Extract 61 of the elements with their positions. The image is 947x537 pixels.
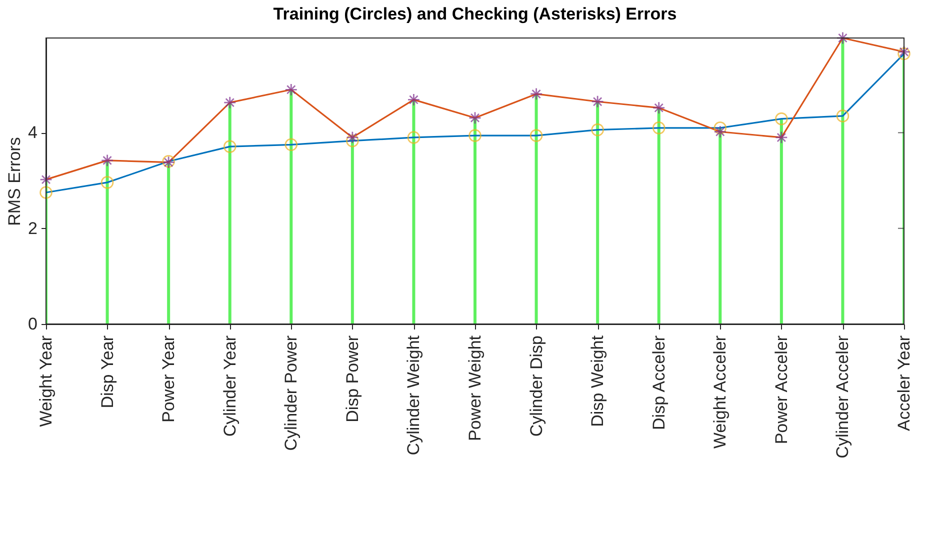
x-tick-label: Weight Acceler bbox=[710, 335, 730, 449]
point bbox=[346, 134, 359, 148]
point bbox=[530, 88, 543, 100]
point bbox=[284, 83, 298, 96]
x-tick-label: Cylinder Power bbox=[282, 335, 301, 451]
bar bbox=[780, 118, 783, 324]
bar bbox=[657, 108, 660, 324]
x-tick-label: Disp Acceler bbox=[649, 335, 668, 430]
bar bbox=[106, 160, 109, 324]
point bbox=[40, 186, 52, 199]
bar bbox=[228, 102, 232, 324]
x-tick-label: Power Weight bbox=[466, 335, 484, 442]
x-tick-label: Cylinder Disp bbox=[526, 336, 546, 437]
bar bbox=[350, 137, 354, 324]
x-tick-label: Disp Weight bbox=[588, 335, 608, 427]
bar bbox=[534, 94, 538, 324]
y-tick-label: 2 bbox=[28, 218, 38, 238]
point bbox=[836, 32, 850, 44]
bar bbox=[596, 102, 600, 324]
point bbox=[652, 101, 666, 114]
bar bbox=[290, 90, 293, 324]
point bbox=[223, 96, 236, 109]
point bbox=[591, 95, 604, 108]
point bbox=[40, 173, 52, 186]
point bbox=[407, 93, 420, 106]
point bbox=[591, 123, 604, 136]
y-tick-label: 0 bbox=[28, 314, 38, 334]
point bbox=[284, 138, 298, 152]
x-tick-label: Power Year bbox=[159, 335, 178, 422]
point bbox=[468, 129, 482, 142]
x-tick-label: Acceler Year bbox=[894, 335, 914, 431]
x-tick-label: Cylinder Weight bbox=[404, 335, 424, 456]
point bbox=[775, 112, 788, 126]
line-series bbox=[45, 52, 905, 194]
bar bbox=[718, 128, 722, 324]
point bbox=[407, 131, 420, 144]
y-tick-label: 4 bbox=[28, 123, 38, 142]
point bbox=[836, 110, 850, 122]
point bbox=[652, 122, 666, 134]
y-axis-title: RMS Errors bbox=[5, 137, 24, 226]
x-tick-label: Disp Power bbox=[342, 335, 362, 422]
x-tick-label: Cylinder Acceler bbox=[833, 335, 852, 458]
bar bbox=[167, 161, 170, 324]
point bbox=[468, 111, 482, 124]
x-tick-label: Cylinder Year bbox=[220, 335, 240, 437]
chart-title: Training (Circles) and Checking (Asterisks) Errors bbox=[273, 4, 677, 24]
bar bbox=[474, 118, 476, 324]
x-tick-label: Weight Year bbox=[36, 335, 56, 427]
bar bbox=[412, 100, 416, 324]
point bbox=[714, 125, 727, 138]
x-tick-label: Power Acceler bbox=[772, 335, 791, 444]
point bbox=[530, 129, 543, 142]
point bbox=[346, 131, 359, 144]
point bbox=[223, 140, 236, 153]
point bbox=[100, 176, 114, 189]
x-tick-label: Disp Year bbox=[98, 335, 117, 408]
line-series bbox=[45, 37, 905, 180]
bar bbox=[841, 38, 844, 324]
point bbox=[100, 154, 114, 167]
point bbox=[714, 122, 727, 134]
point bbox=[775, 131, 788, 144]
